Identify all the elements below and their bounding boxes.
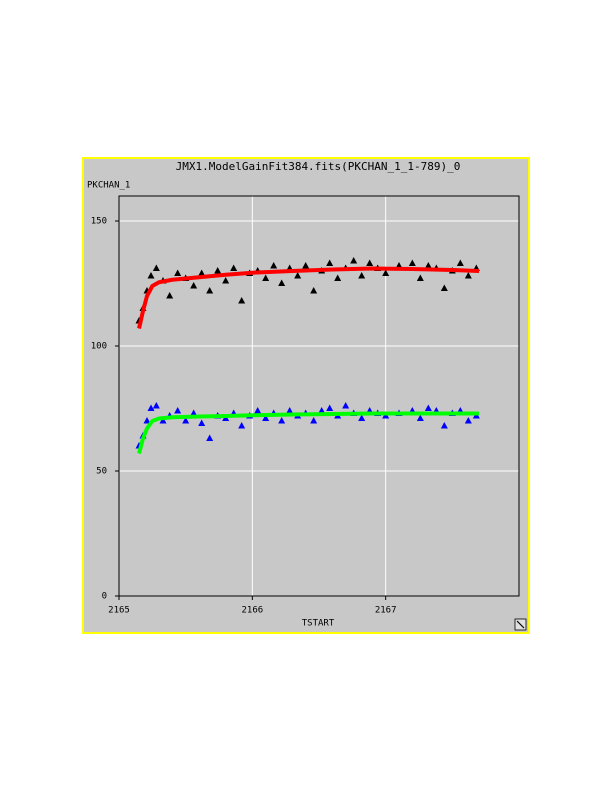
data-point (456, 259, 464, 266)
x-tick-label: 2165 (108, 606, 130, 616)
data-point (198, 419, 206, 426)
data-point (334, 274, 342, 281)
data-point (326, 404, 334, 411)
y-tick-label: 50 (96, 467, 107, 477)
data-point (424, 404, 432, 411)
data-point (190, 409, 198, 416)
x-axis-label: TSTART (302, 619, 335, 629)
data-point (294, 272, 302, 279)
data-point (270, 262, 278, 269)
data-point (198, 269, 206, 276)
data-point (222, 277, 230, 284)
data-point (214, 267, 222, 274)
data-point (278, 417, 286, 424)
fit-line (137, 266, 480, 329)
data-point (238, 422, 246, 429)
data-point (440, 422, 448, 429)
data-point (318, 407, 326, 414)
y-tick-label: 150 (91, 217, 107, 227)
data-point (230, 264, 238, 271)
data-point (159, 417, 167, 424)
data-point (190, 282, 198, 289)
data-point (182, 417, 190, 424)
data-point (262, 414, 270, 421)
data-point (278, 279, 286, 286)
data-point (152, 402, 160, 409)
data-point (358, 414, 366, 421)
y-tick-label: 0 (102, 592, 107, 602)
data-point (262, 274, 270, 281)
data-point (238, 297, 246, 304)
data-point (310, 417, 318, 424)
data-point (174, 269, 182, 276)
data-point (366, 259, 374, 266)
data-point (206, 287, 214, 294)
data-point (147, 404, 155, 411)
data-point (416, 274, 424, 281)
data-point (206, 434, 214, 441)
data-point (152, 264, 160, 271)
data-point (147, 272, 155, 279)
resize-icon[interactable] (514, 618, 527, 631)
fit-line (137, 411, 479, 455)
y-tick-label: 100 (91, 342, 107, 352)
data-point (382, 269, 390, 276)
data-point (254, 407, 262, 414)
chart-title: JMX1.ModelGainFit384.fits(PKCHAN_1_1-789… (176, 160, 461, 173)
y-axis-label: PKCHAN_1 (87, 181, 130, 191)
resize-arrow[interactable] (516, 620, 525, 629)
data-point (350, 257, 358, 264)
data-point (464, 272, 472, 279)
data-point (440, 284, 448, 291)
data-point (286, 407, 294, 414)
data-point (342, 402, 350, 409)
data-point (310, 287, 318, 294)
data-point (424, 262, 432, 269)
data-point (174, 407, 182, 414)
data-point (416, 414, 424, 421)
data-point (464, 417, 472, 424)
data-point (143, 417, 151, 424)
data-point (166, 292, 174, 299)
data-point (408, 259, 416, 266)
x-tick-label: 2167 (375, 606, 397, 616)
window-frame (82, 157, 530, 634)
data-point (326, 259, 334, 266)
x-tick-label: 2166 (241, 606, 263, 616)
data-point (358, 272, 366, 279)
data-point (302, 262, 310, 269)
plot-frame (118, 195, 520, 597)
